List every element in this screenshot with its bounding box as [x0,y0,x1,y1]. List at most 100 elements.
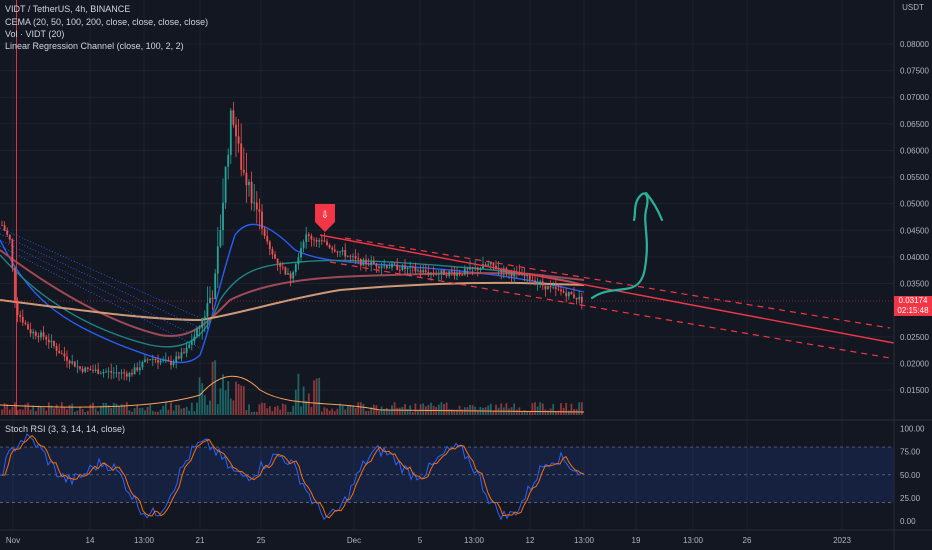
candle-body [112,372,115,374]
volume-bar [276,405,279,415]
volume-bar [146,406,149,415]
time-tick-12: 26 [743,536,752,545]
volume-bar [40,407,42,415]
candle-body [170,361,172,366]
dotted-trend-line [0,227,201,319]
time-axis[interactable]: Nov 14 13:00 21 25 Dec 5 13:00 12 13:00 19 13:00 26 2… [6,536,852,545]
candle-body [437,273,440,275]
volume-bar [107,405,110,415]
candle-body [370,261,373,266]
candle-body [209,298,211,304]
volume-bar [53,408,55,415]
candle-body [183,352,185,354]
candle-body [479,268,482,270]
candle-body [562,291,565,293]
volume-bar [27,402,29,415]
symbol-title[interactable]: VIDT / TetherUS, 4h, BINANCE [5,4,131,14]
volume-bar [318,377,321,415]
sell-arrow-marker-icon[interactable]: ⇩ [315,204,335,232]
candle-body [534,280,536,284]
volume-bar [521,411,523,415]
volume-bar [177,404,180,415]
candle-body [222,202,224,231]
volume-bar [414,403,417,415]
candle-body [336,251,339,253]
cema-20-line [0,223,585,363]
volume-bar [367,410,370,415]
volume-bar [445,402,448,415]
candle-body [349,255,352,257]
volume-bar [393,402,396,415]
volume-bar [357,402,360,415]
price-tick-5: 0.05500 [900,173,929,182]
candle-body [300,248,302,258]
indicator-regression-label[interactable]: Linear Regression Channel (close, 100, 2… [5,41,184,51]
candle-body [253,202,256,204]
volume-bar [188,410,191,415]
volume-bar [125,402,128,415]
volume-bar [349,404,352,415]
candle-body [406,267,409,270]
candle-body [216,246,219,274]
candle-body [513,271,516,277]
time-tick-7: 13:00 [464,536,485,545]
stoch-rsi-label[interactable]: Stoch RSI (3, 3, 14, 14, close) [5,424,126,434]
volume-bar [11,407,14,415]
indicator-volume-label[interactable]: Vol · VIDT (20) [5,29,65,39]
regression-channel [319,234,895,359]
candle-body [185,347,188,354]
volume-bar [162,405,165,415]
candle-body [544,285,547,290]
price-axis[interactable]: 0.08000 0.07500 0.07000 0.06500 0.06000 0.055… [900,40,929,526]
volume-bar [151,410,154,415]
candle-body [138,367,141,371]
candle-body [19,315,22,318]
volume-bar [149,404,152,415]
candle-body [404,265,406,270]
volume-bar [71,403,74,415]
candle-body [180,352,183,359]
volume-ma-line [0,375,585,413]
candle-body [53,340,55,347]
candle-body [149,359,152,361]
candle-body [242,169,245,173]
volume-bar [138,408,141,415]
candle-body [110,371,113,373]
volume-bar [131,411,133,415]
candle-body [162,360,165,361]
candle-body [263,228,266,237]
stoch-k-line [0,433,583,521]
candle-body [274,254,276,259]
candle-body [344,250,347,257]
candle-body [21,317,24,323]
volume-bar [102,402,105,415]
hand-drawn-arrow-icon[interactable] [590,191,664,300]
candle-body [328,245,331,248]
volume-bar [92,402,94,415]
osc-tick-4: 0.00 [900,517,916,526]
volume-bar [250,411,253,415]
time-tick-13: 2023 [833,536,851,545]
volume-bar [401,406,404,415]
volume-bar [292,405,295,415]
candle-body [396,264,399,270]
volume-bar [115,403,118,415]
svg-text:⇩: ⇩ [321,210,329,221]
volume-bar [196,402,198,415]
candle-body [453,272,456,276]
volume-bar [492,410,495,415]
volume-bar [331,408,334,415]
candle-body [422,270,425,273]
volume-bar [362,404,365,415]
candle-body [235,124,237,137]
volume-bar [68,405,71,415]
volume-bar [175,404,178,415]
candle-body [357,258,360,260]
candle-body [76,366,79,368]
indicator-cema-label[interactable]: CEMA (20, 50, 100, 200, close, close, cl… [5,17,209,27]
volume-bar [1,409,3,415]
candle-body [73,361,76,367]
candle-body [118,372,120,374]
time-tick-2: 13:00 [134,536,155,545]
